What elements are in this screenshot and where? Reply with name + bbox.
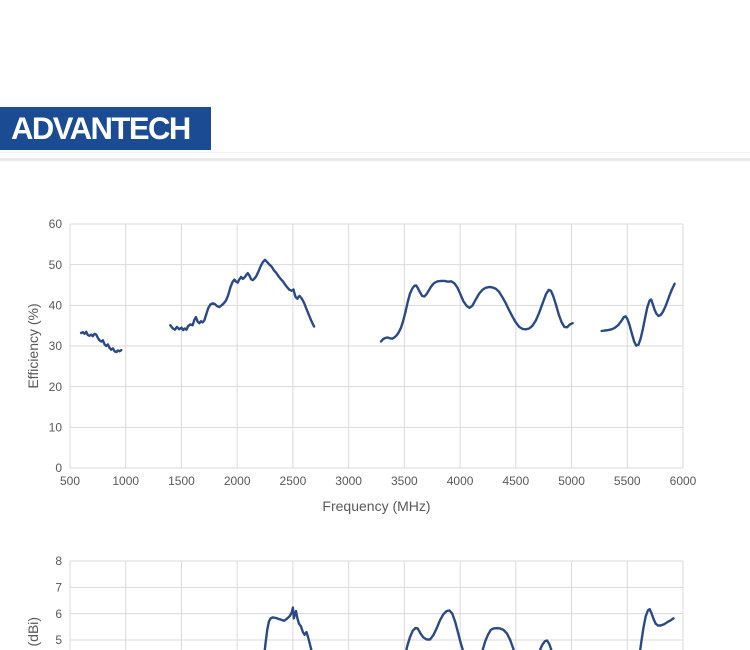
series-line-peak-gain — [639, 608, 675, 650]
series-line-efficiency — [379, 279, 574, 343]
series-line-peak-gain — [263, 606, 313, 650]
y-tick-label: 8 — [55, 554, 62, 568]
series-line-peak-gain — [538, 639, 553, 650]
x-tick-label: 4500 — [502, 474, 529, 488]
y-tick-label: 7 — [55, 581, 62, 595]
x-tick-label: 2000 — [224, 474, 251, 488]
x-tick-label: 5000 — [558, 474, 585, 488]
y-tick-label: 10 — [49, 421, 63, 435]
x-tick-label: 3000 — [335, 474, 362, 488]
x-tick-label: 2500 — [280, 474, 307, 488]
series-line-efficiency — [169, 258, 316, 332]
series-line-peak-gain — [481, 627, 516, 650]
advantech-logo-text: ADVANTECH — [11, 110, 191, 146]
series-line-efficiency — [79, 330, 123, 354]
x-tick-label: 3500 — [391, 474, 418, 488]
y-tick-label: 40 — [49, 299, 63, 313]
x-tick-label: 1000 — [112, 474, 139, 488]
x-tick-label: 6000 — [670, 474, 697, 488]
y-tick-label: 6 — [55, 607, 62, 621]
header-divider-thin — [0, 152, 750, 153]
y-tick-label: 5 — [55, 633, 62, 647]
header-divider — [0, 158, 750, 161]
series-line-peak-gain — [405, 609, 465, 650]
series-line-efficiency — [600, 282, 676, 347]
y-axis-title: Peak Gain (dBi) — [25, 617, 41, 650]
y-tick-label: 0 — [55, 461, 62, 475]
y-tick-label: 30 — [49, 339, 63, 353]
x-axis-title: Frequency (MHz) — [322, 498, 430, 514]
x-tick-label: 1500 — [168, 474, 195, 488]
x-tick-label: 500 — [60, 474, 80, 488]
x-tick-label: 5500 — [614, 474, 641, 488]
peak-gain-chart: 5 6 7 8 Peak Gain (dBi) — [25, 554, 684, 650]
y-tick-label: 60 — [49, 217, 63, 231]
y-axis-title: Efficiency (%) — [25, 303, 41, 388]
efficiency-chart: 0 10 20 30 40 50 60 500 1000 1500 2000 2500 3000 3500… — [25, 217, 697, 514]
y-tick-label: 50 — [49, 258, 63, 272]
x-tick-label: 4000 — [447, 474, 474, 488]
advantech-logo: ADVANTECH — [0, 107, 211, 150]
y-tick-label: 20 — [49, 380, 63, 394]
